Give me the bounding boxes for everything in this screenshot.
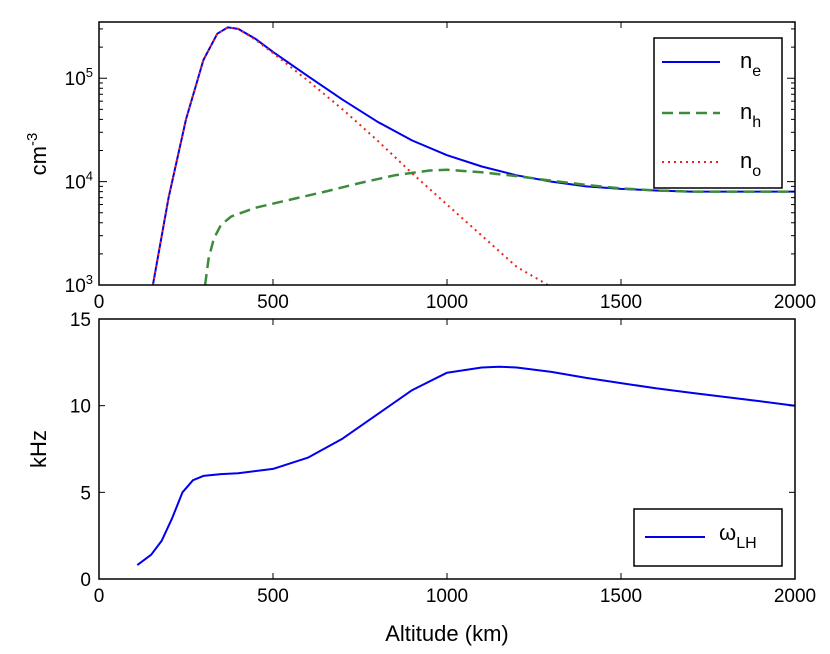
density-y-tick-label: 104 <box>65 169 93 194</box>
x-axis-label: Altitude (km) <box>385 621 508 646</box>
density-y-ticks: 103 104 105 <box>65 28 795 297</box>
density-x-tick-label: 500 <box>257 292 289 313</box>
density-y-axis-label: cm-3 <box>24 133 51 176</box>
frequency-x-tick-label: 1000 <box>426 586 468 607</box>
density-x-tick-label: 1500 <box>600 292 642 313</box>
density-x-tick-label: 1000 <box>426 292 468 313</box>
frequency-y-ticks: 0 5 10 15 <box>70 310 795 591</box>
legend-no-label: no <box>740 148 761 180</box>
frequency-lines <box>136 365 795 566</box>
frequency-y-tick-label: 15 <box>70 310 91 331</box>
frequency-legend: ωLH <box>633 508 783 567</box>
frequency-x-tick-label: 0 <box>94 586 105 607</box>
density-y-tick-label: 103 <box>65 272 93 297</box>
density-legend: ne nh no <box>653 37 783 189</box>
frequency-y-axis-label: kHz <box>26 430 51 468</box>
frequency-x-tick-label: 1500 <box>600 586 642 607</box>
frequency-x-tick-label: 2000 <box>774 586 816 607</box>
legend-ne-label: ne <box>740 48 761 80</box>
legend-omega-label: ωLH <box>719 520 757 552</box>
density-x-ticks: 0 500 1000 1500 2000 <box>94 22 816 313</box>
density-y-tick-label: 105 <box>65 65 93 90</box>
frequency-y-tick-label: 0 <box>80 570 91 591</box>
frequency-panel: 0 500 1000 1500 2000 0 5 10 15 kHz Altitude (km… <box>26 310 816 646</box>
frequency-y-tick-label: 5 <box>80 483 91 504</box>
frequency-x-ticks: 0 500 1000 1500 2000 <box>94 319 816 607</box>
frequency-y-tick-label: 10 <box>70 397 91 418</box>
density-panel: 0 500 1000 1500 2000 103 104 105 cm-3 ne nh no <box>24 21 816 313</box>
series-line-n-o <box>151 26 549 285</box>
density-x-tick-label: 0 <box>94 292 105 313</box>
series-line-n-h <box>203 168 795 285</box>
series-line-omega-lh <box>136 365 795 566</box>
density-lines <box>151 26 795 285</box>
frequency-x-tick-label: 500 <box>257 586 289 607</box>
density-x-tick-label: 2000 <box>774 292 816 313</box>
legend-nh-label: nh <box>740 99 761 131</box>
